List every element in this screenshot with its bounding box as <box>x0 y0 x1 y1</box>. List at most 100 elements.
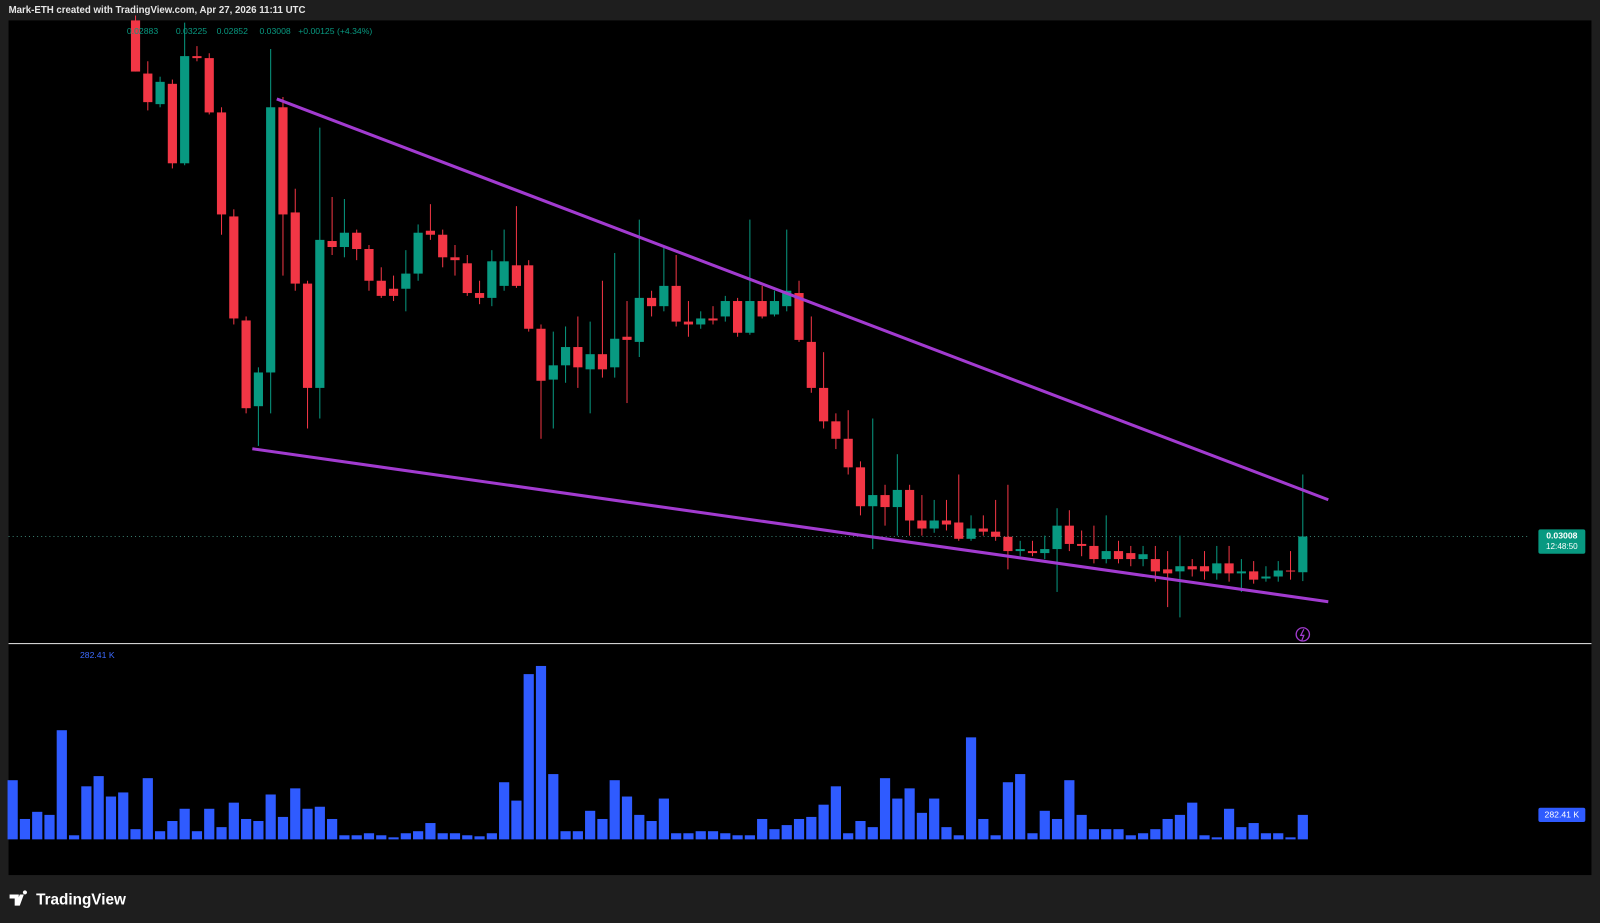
volume-bar <box>1223 808 1235 840</box>
legend-low: 0.02852 <box>217 26 248 36</box>
candle-body <box>143 73 153 103</box>
volume-bar <box>523 674 534 840</box>
volume-bar <box>818 804 829 840</box>
candle-body <box>1175 566 1185 572</box>
volume-bar <box>437 833 448 840</box>
candle-body <box>548 365 558 380</box>
candle-body <box>204 58 214 113</box>
volume-bar <box>241 818 252 840</box>
logo: TradingView <box>9 890 126 909</box>
volume-bar <box>535 665 547 840</box>
candle-body <box>180 56 190 164</box>
candle-body <box>843 438 853 468</box>
volume-bar <box>806 816 817 840</box>
volume-bar <box>1187 802 1198 840</box>
volume-bar <box>609 780 620 840</box>
candle-body <box>929 520 939 529</box>
trendline-lower <box>252 447 1329 604</box>
candle-body <box>1138 554 1148 560</box>
candle-body <box>1187 566 1197 570</box>
candle-body <box>880 495 890 508</box>
volume-bar <box>19 818 31 840</box>
volume-bar <box>929 798 940 840</box>
volume-bar <box>1051 818 1063 840</box>
candle-body <box>1015 549 1025 552</box>
volume-bar <box>671 833 682 840</box>
volume-bar <box>277 816 289 840</box>
candle-body <box>241 320 251 409</box>
legend-high: 0.03225 <box>176 26 207 36</box>
volume-bar <box>1125 835 1136 840</box>
legend-change: +0.00125 (+4.34%) <box>298 26 372 36</box>
volume-bar <box>1076 814 1087 840</box>
candle-body <box>585 354 595 370</box>
volume-bar <box>191 831 203 840</box>
candle-body <box>1285 570 1296 572</box>
header: Mark-ETH created with TradingView.com, A… <box>9 5 306 16</box>
candle-body <box>954 522 964 539</box>
candle-body <box>266 107 276 373</box>
candle-body <box>1003 536 1013 552</box>
candle-body <box>1089 545 1099 560</box>
volume-bar <box>646 821 657 840</box>
volume-bar <box>855 821 866 840</box>
volume-bar <box>744 835 755 840</box>
candle-body <box>855 467 866 507</box>
candle-body <box>782 290 792 307</box>
legend-open: 0.02883 <box>127 26 158 36</box>
candle-body <box>327 241 337 248</box>
candle-body <box>610 338 620 368</box>
candle-body <box>1273 570 1283 577</box>
candle-body <box>1040 549 1050 554</box>
volume-bar <box>179 808 190 840</box>
volume-bar <box>56 730 67 840</box>
volume-bar <box>548 774 559 840</box>
candle-body <box>720 301 730 317</box>
candle-body <box>991 531 1001 537</box>
volume-bar <box>597 818 608 840</box>
candle-body <box>905 489 915 521</box>
footer-brand: TradingView <box>36 892 126 909</box>
candle-body <box>560 347 571 366</box>
volume-bar <box>1039 810 1050 840</box>
volume-bar <box>167 821 178 840</box>
volume-bar <box>1174 814 1186 840</box>
candle-body <box>352 232 362 250</box>
candle-body <box>769 301 780 315</box>
volume-bar <box>425 823 436 840</box>
volume-bar <box>1211 837 1222 840</box>
volume-bar <box>879 778 891 840</box>
volume-bar <box>707 831 719 840</box>
candle-body <box>1101 551 1111 560</box>
candle-body <box>1113 551 1124 560</box>
volume-bar <box>1088 829 1100 840</box>
candle-body <box>819 387 829 422</box>
volume-bar <box>7 780 18 840</box>
volume-bar <box>769 829 780 840</box>
volume-bar <box>1236 827 1247 840</box>
candle-body <box>978 528 988 532</box>
volume-bar <box>621 796 633 840</box>
candle-body <box>1064 525 1074 544</box>
volume-bar <box>720 833 731 840</box>
volume-bar <box>154 831 166 840</box>
candle-body <box>794 293 804 340</box>
price-tag <box>1538 529 1586 554</box>
candle-body <box>1150 559 1160 572</box>
volume-bar <box>376 835 387 840</box>
candle-body <box>1126 553 1136 560</box>
volume-bar <box>1101 829 1112 840</box>
volume-bar <box>1002 782 1014 840</box>
volume-bar <box>462 835 473 840</box>
candle-body <box>1163 569 1173 574</box>
volume-bar <box>130 829 141 840</box>
candle-body <box>1212 563 1222 574</box>
volume-bar <box>363 833 375 840</box>
volume-bar <box>228 802 239 840</box>
volume-tag-label: 282.41 K <box>1545 810 1580 820</box>
volume-bar <box>1064 780 1075 840</box>
candle-body <box>745 301 755 333</box>
volume-bar <box>290 788 301 840</box>
volume-bar <box>1162 818 1173 840</box>
